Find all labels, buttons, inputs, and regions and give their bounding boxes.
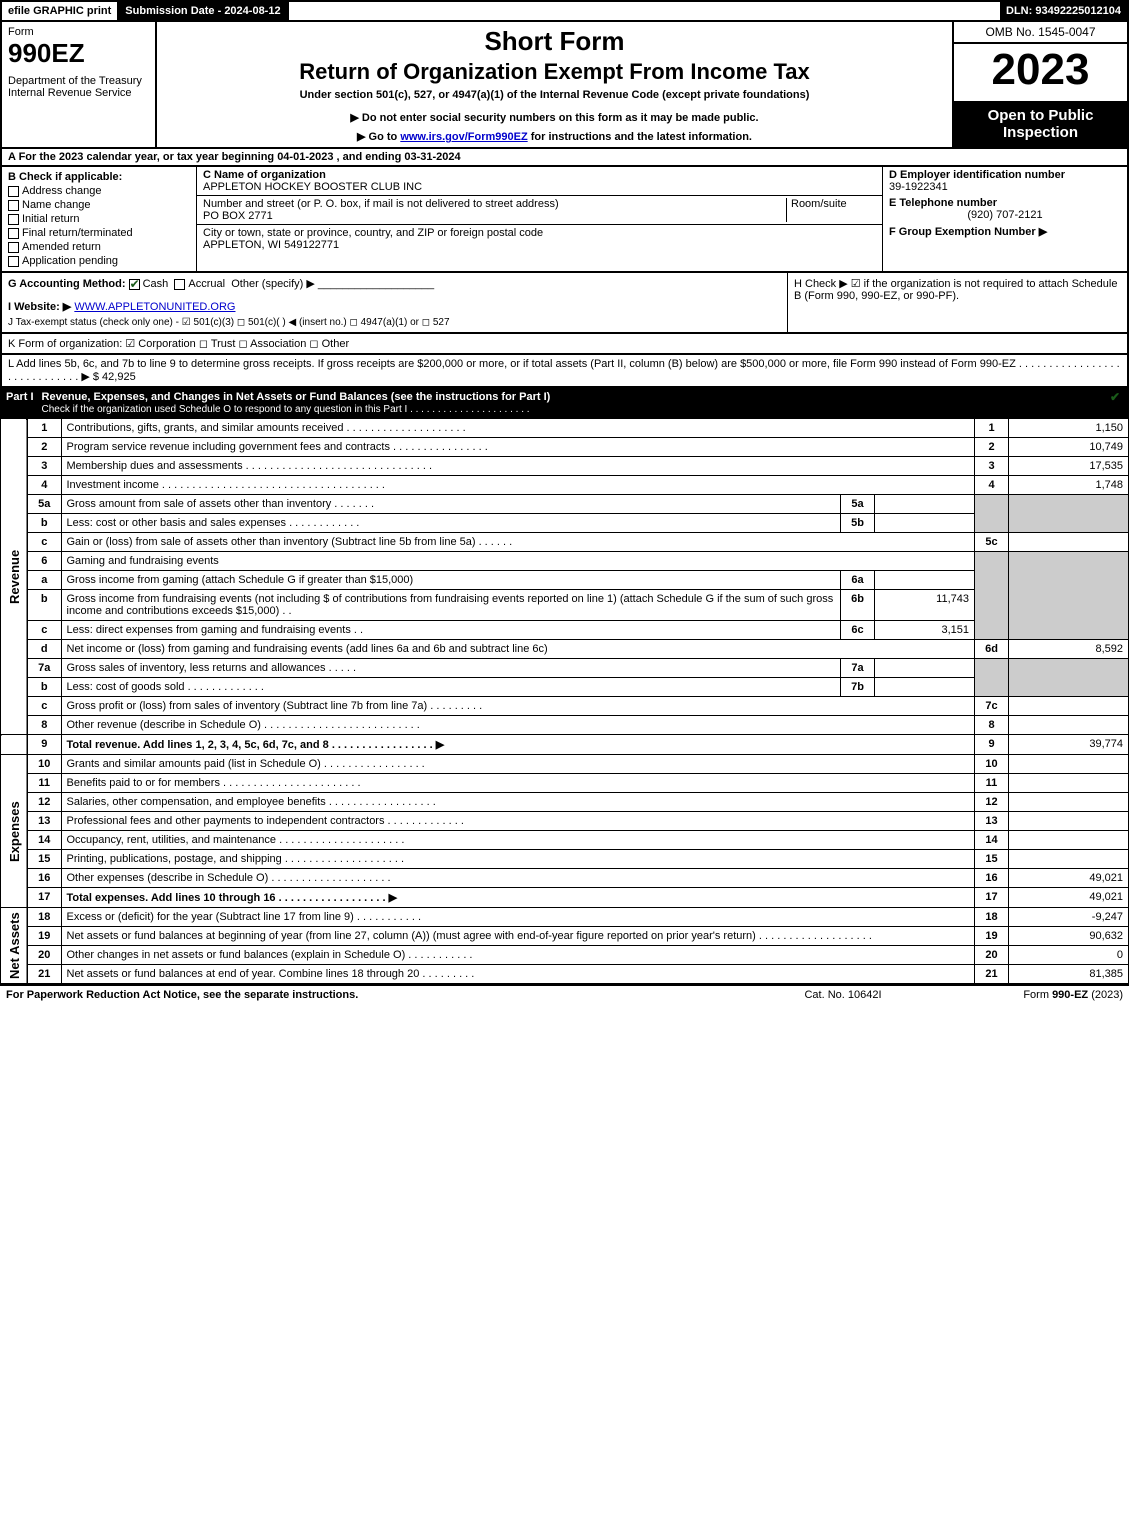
c-city-row: City or town, state or province, country… <box>197 225 882 253</box>
top-bar: efile GRAPHIC print Submission Date - 20… <box>0 0 1129 22</box>
website-link[interactable]: WWW.APPLETONUNITED.ORG <box>74 301 235 313</box>
c-street-row: Number and street (or P. O. box, if mail… <box>197 196 882 225</box>
d-val: 39-1922341 <box>889 181 948 193</box>
submission-date: Submission Date - 2024-08-12 <box>119 2 288 20</box>
dept-label: Department of the Treasury Internal Reve… <box>8 75 149 99</box>
l4-val: 1,748 <box>1009 476 1129 495</box>
c-name-row: C Name of organization APPLETON HOCKEY B… <box>197 167 882 196</box>
b-label: B Check if applicable: <box>8 171 190 183</box>
irs-link[interactable]: www.irs.gov/Form990EZ <box>400 131 527 143</box>
row-gh: G Accounting Method: Cash Accrual Other … <box>0 273 1129 334</box>
l6b-val: 11,743 <box>875 590 975 621</box>
c-name: APPLETON HOCKEY BOOSTER CLUB INC <box>203 181 422 193</box>
c-street-lab: Number and street (or P. O. box, if mail… <box>203 198 559 210</box>
part-i-title: Revenue, Expenses, and Changes in Net As… <box>42 391 1109 415</box>
b-opt-4[interactable]: Amended return <box>8 241 190 253</box>
e-val: (920) 707-2121 <box>889 209 1121 221</box>
l9-val: 39,774 <box>1009 735 1129 755</box>
b-opt-3[interactable]: Final return/terminated <box>8 227 190 239</box>
l6d-val: 8,592 <box>1009 640 1129 659</box>
side-expenses: Expenses <box>1 755 28 908</box>
row-a-text: A For the 2023 calendar year, or tax yea… <box>8 151 461 163</box>
under-section: Under section 501(c), 527, or 4947(a)(1)… <box>165 89 944 101</box>
row-l: L Add lines 5b, 6c, and 7b to line 9 to … <box>0 355 1129 388</box>
side-revenue: Revenue <box>1 419 28 735</box>
b-opt-2[interactable]: Initial return <box>8 213 190 225</box>
i-line: I Website: ▶ WWW.APPLETONUNITED.ORG <box>8 300 781 313</box>
l1-val: 1,150 <box>1009 419 1129 438</box>
row-k: K Form of organization: ☑ Corporation ◻ … <box>0 334 1129 355</box>
form-number: 990EZ <box>8 38 149 69</box>
row-a: A For the 2023 calendar year, or tax yea… <box>0 149 1129 167</box>
dln: DLN: 93492225012104 <box>1000 2 1127 20</box>
l6c-val: 3,151 <box>875 621 975 640</box>
g-lab: G Accounting Method: <box>8 278 126 290</box>
efile-label[interactable]: efile GRAPHIC print <box>2 2 119 20</box>
topbar-spacer <box>289 2 1000 20</box>
b-opt-1[interactable]: Name change <box>8 199 190 211</box>
l2-val: 10,749 <box>1009 438 1129 457</box>
return-title: Return of Organization Exempt From Incom… <box>165 59 944 85</box>
l3-val: 17,535 <box>1009 457 1129 476</box>
c-name-lab: C Name of organization <box>203 169 326 181</box>
c-room-lab: Room/suite <box>791 198 847 210</box>
part-i-header: Part I Revenue, Expenses, and Changes in… <box>0 388 1129 418</box>
l1-desc: Contributions, gifts, grants, and simila… <box>61 419 975 438</box>
col-def: D Employer identification number39-19223… <box>882 167 1127 271</box>
form-header: Form 990EZ Department of the Treasury In… <box>0 22 1129 149</box>
goto-line: ▶ Go to www.irs.gov/Form990EZ for instru… <box>165 130 944 143</box>
col-b: B Check if applicable: Address change Na… <box>2 167 197 271</box>
footer-right: Form 990-EZ (2023) <box>943 989 1123 1001</box>
part-i-num: Part I <box>6 391 42 415</box>
l19-val: 90,632 <box>1009 927 1129 946</box>
l21-val: 81,385 <box>1009 965 1129 984</box>
l20-val: 0 <box>1009 946 1129 965</box>
goto-pre: ▶ Go to <box>357 131 400 143</box>
h-box: H Check ▶ ☑ if the organization is not r… <box>787 273 1127 332</box>
e-row: E Telephone number(920) 707-2121 <box>883 195 1127 223</box>
g-line: G Accounting Method: Cash Accrual Other … <box>8 277 781 290</box>
l-text: L Add lines 5b, 6c, and 7b to line 9 to … <box>8 358 1120 383</box>
col-c: C Name of organization APPLETON HOCKEY B… <box>197 167 882 271</box>
i-lab: I Website: ▶ <box>8 301 71 313</box>
b-opt-0[interactable]: Address change <box>8 185 190 197</box>
footer-left: For Paperwork Reduction Act Notice, see … <box>6 989 743 1001</box>
side-netassets: Net Assets <box>1 908 28 984</box>
ssn-warning: ▶ Do not enter social security numbers o… <box>165 111 944 124</box>
header-right: OMB No. 1545-0047 2023 Open to Public In… <box>952 22 1127 147</box>
lines-table: Revenue 1 Contributions, gifts, grants, … <box>0 418 1129 984</box>
g-left: G Accounting Method: Cash Accrual Other … <box>2 273 787 332</box>
d-row: D Employer identification number39-19223… <box>883 167 1127 195</box>
l-val: 42,925 <box>102 371 136 383</box>
j-line: J Tax-exempt status (check only one) - ☑… <box>8 317 781 328</box>
c-city: APPLETON, WI 549122771 <box>203 239 339 251</box>
g-accr-cb[interactable] <box>174 279 185 290</box>
footer-mid: Cat. No. 10642I <box>743 989 943 1001</box>
omb-number: OMB No. 1545-0047 <box>954 22 1127 44</box>
l18-val: -9,247 <box>1009 908 1129 927</box>
l17-val: 49,021 <box>1009 888 1129 908</box>
part-i-check[interactable] <box>1109 391 1123 415</box>
goto-post: for instructions and the latest informat… <box>528 131 752 143</box>
open-inspection: Open to Public Inspection <box>954 101 1127 147</box>
form-word: Form <box>8 26 149 38</box>
block-bcdef: B Check if applicable: Address change Na… <box>0 167 1129 273</box>
f-row: F Group Exemption Number ▶ <box>883 223 1127 240</box>
c-street: PO BOX 2771 <box>203 210 273 222</box>
c-city-lab: City or town, state or province, country… <box>203 227 543 239</box>
tax-year: 2023 <box>954 44 1127 101</box>
header-mid: Short Form Return of Organization Exempt… <box>157 22 952 147</box>
short-form-title: Short Form <box>165 26 944 57</box>
l16-val: 49,021 <box>1009 869 1129 888</box>
header-left: Form 990EZ Department of the Treasury In… <box>2 22 157 147</box>
b-opt-5[interactable]: Application pending <box>8 255 190 267</box>
g-cash-cb[interactable] <box>129 279 140 290</box>
page-footer: For Paperwork Reduction Act Notice, see … <box>0 984 1129 1004</box>
